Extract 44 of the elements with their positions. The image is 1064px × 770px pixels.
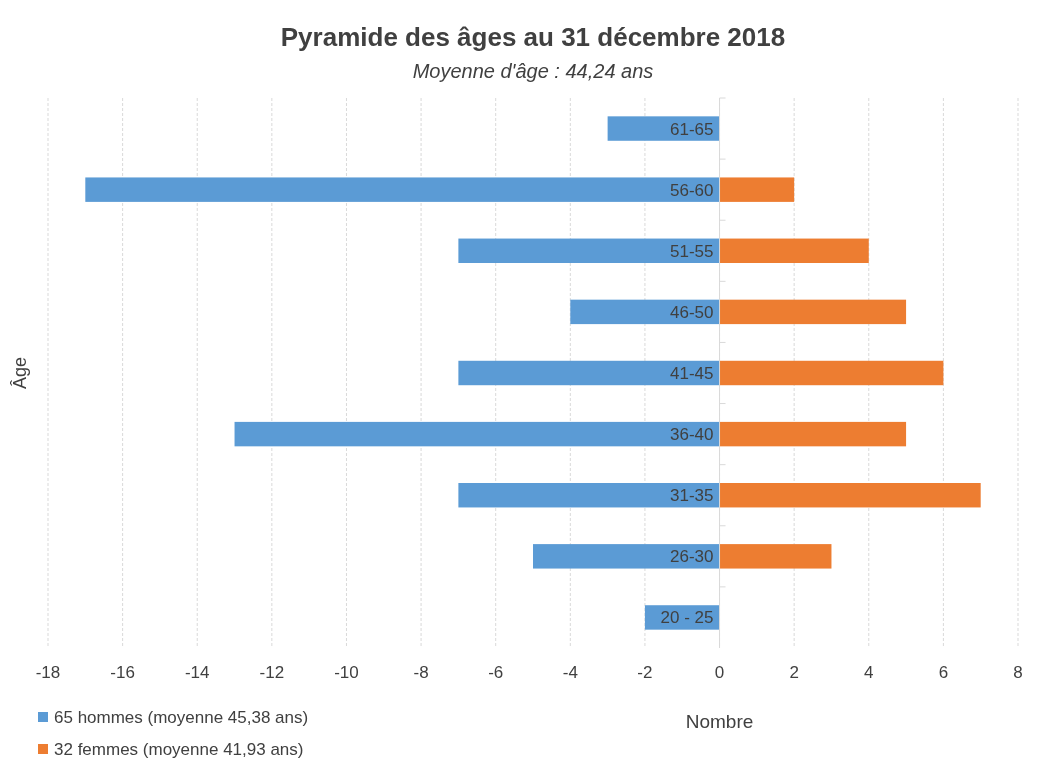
bar [719,177,795,202]
x-tick-label: -6 [488,663,504,682]
y-tick-label: 31-35 [670,486,714,506]
bar [719,299,907,325]
y-tick-label: 36-40 [670,425,714,445]
y-tick-label: 46-50 [670,302,714,322]
bar [234,421,720,447]
y-tick-label: 51-55 [670,241,714,261]
chart-title: Pyramide des âges au 31 décembre 2018 [280,22,786,52]
bar [719,421,907,447]
y-tick-label: 20 - 25 [660,608,714,628]
bar [458,483,720,508]
x-tick-label: 6 [938,663,949,682]
x-tick-label: 2 [789,663,799,682]
x-tick-label: -18 [35,663,61,682]
bar [719,360,944,386]
y-tick-label: 56-60 [670,180,714,200]
bar [458,238,720,263]
bar [458,360,720,386]
x-tick-label: 4 [864,663,874,682]
y-axis-title: Âge [10,356,30,390]
bar [719,238,869,263]
x-tick-label: -16 [110,663,135,682]
legend-label: 32 femmes (moyenne 41,93 ans) [54,739,304,759]
x-tick-label: -12 [259,663,285,682]
x-tick-label: -8 [413,663,429,682]
y-tick-label: 41-45 [670,363,714,383]
bar [570,299,720,325]
x-tick-label: 8 [1013,663,1023,682]
x-tick-label: -2 [637,663,653,682]
x-tick-label: 0 [714,663,725,682]
y-tick-label: 61-65 [670,119,714,139]
bar [85,177,720,202]
x-tick-label: -10 [334,663,359,682]
chart-subtitle: Moyenne d'âge : 44,24 ans [412,60,654,82]
legend-label: 65 hommes (moyenne 45,38 ans) [54,707,309,727]
x-tick-label: -14 [184,663,210,682]
bar [607,116,720,141]
bar [719,544,832,569]
bar [533,544,720,569]
bar [719,483,981,508]
x-axis-title: Nombre [685,711,754,732]
y-tick-label: 26-30 [670,547,714,567]
x-tick-label: -4 [562,663,578,682]
